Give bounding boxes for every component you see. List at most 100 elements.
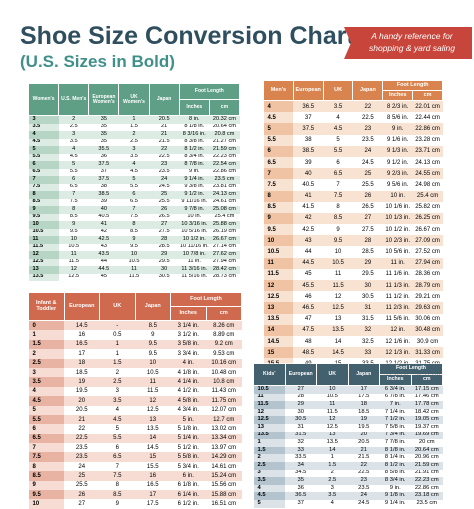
table-row: 13.5 31.5 13 20 7 3/4 in. 19.69 cm	[253, 431, 443, 440]
size-cell: 2.5	[253, 461, 285, 470]
table-cell: 3.5	[328, 492, 337, 499]
table-cell: 9 7/8 in.	[184, 206, 205, 212]
table-cell: 25.4 cm	[214, 213, 235, 220]
table-cell: 1	[115, 341, 119, 348]
table-cell: 6	[132, 191, 136, 197]
size-cell: 14.5	[263, 335, 294, 348]
table-cell: 29.5	[362, 271, 374, 278]
table-cell: 29.21 cm	[415, 293, 440, 300]
size-cell: 8	[263, 190, 294, 202]
table-cell: 1.5	[328, 461, 337, 468]
table-cell: 44	[100, 258, 107, 265]
table-cell: 27.62 cm	[212, 251, 236, 257]
table-cell: 37.5	[302, 125, 315, 132]
table-cell: 20 cm	[418, 439, 435, 446]
table-cell: 20.5	[75, 407, 88, 414]
table-cell: 24.13 cm	[212, 191, 236, 197]
table-cell: 18	[360, 401, 367, 408]
size-cell: 6	[28, 424, 64, 434]
table-cell: 30.5	[295, 416, 307, 423]
column-header: Women's	[27, 83, 60, 116]
table-cell: 19.5	[358, 423, 370, 430]
table-cell: 5.5	[69, 168, 78, 175]
table-cell: 11	[329, 401, 336, 408]
size-cell: 11.5	[28, 243, 59, 251]
subcolumn-header: cm	[410, 374, 443, 386]
table-row: 7.5 40.5 7 25.5 9 5/6 in. 24.98 cm	[263, 179, 443, 191]
table-cell: 29.5	[158, 258, 170, 265]
table-cell: 11.5	[68, 258, 79, 265]
table-cell: 20.32 cm	[212, 115, 236, 122]
table-cell: 38.5	[302, 148, 315, 155]
table-cell: 7.5	[113, 472, 122, 479]
group-header: Foot Length	[379, 363, 443, 375]
table-cell: 6 1/4 in.	[177, 491, 199, 498]
table-cell: 30	[364, 282, 372, 289]
table-cell: 8.5	[69, 213, 78, 220]
table-cell: 28	[161, 236, 168, 242]
table-cell: 8 3/4 in.	[384, 477, 406, 484]
table-cell: 41.5	[302, 204, 315, 211]
table-cell: 6	[115, 444, 119, 451]
size-cell: 13.5	[28, 273, 59, 281]
table-cell: 23.5	[75, 444, 88, 451]
column-header: UK	[99, 292, 136, 321]
table-cell: 4.5	[69, 153, 78, 160]
table-cell: 23.5	[358, 484, 370, 491]
table-cell: 10	[70, 236, 77, 242]
table-cell: 13	[334, 316, 342, 323]
table-row: 9.5 8.5 40.5 7.5 26.5 10 in. 25.4 cm	[28, 213, 240, 221]
table-cell: 5 1/8 in.	[177, 425, 199, 432]
table-cell: 9.5	[148, 341, 157, 348]
header-row: Infant & Toddler European UK Japan Foot Leng…	[28, 292, 242, 321]
table-cell: 36	[297, 484, 304, 491]
table-cell: 37	[100, 168, 107, 175]
women-section: Women's U.S. Men's European Women's UK Wome…	[27, 83, 241, 281]
table-row: 7 6 37.5 5 24 9 1/4 in. 23.5 cm	[28, 176, 240, 184]
table-cell: 23.5 cm	[416, 499, 438, 506]
column-header: European	[63, 292, 100, 321]
table-row: 3 2 35 1 20.5 8 in. 20.32 cm	[28, 115, 240, 124]
table-row: 1.5 16.5 1 9.5 3 5/8 in. 9.2 cm	[28, 339, 242, 350]
table-cell: 10	[334, 249, 342, 256]
table-cell: 22	[360, 461, 367, 468]
table-cell: 14	[334, 338, 342, 345]
table-cell: 9	[336, 226, 340, 233]
table-cell: 33	[297, 446, 304, 453]
table-cell: 8.26 cm	[213, 322, 235, 329]
table-cell: 4	[72, 146, 76, 152]
table-cell: 6	[72, 176, 76, 182]
table-cell: 45.5	[302, 282, 315, 289]
table-cell: 2.5	[130, 138, 138, 145]
table-cell: 8.5	[148, 322, 157, 329]
table-cell: 8 1/2 in.	[184, 146, 205, 152]
table-cell: 30.5	[158, 273, 170, 280]
size-cell: 8.5	[28, 198, 59, 206]
table-cell: 37	[304, 114, 312, 121]
table-row: 3.5 35 2.5 23 8 3/4 in. 22.23 cm	[253, 477, 443, 485]
table-cell: 24.13 cm	[415, 159, 440, 166]
table-cell: 10	[329, 385, 336, 392]
size-cell: 6.5	[263, 156, 294, 169]
table-row: 10.5 9.5 42 8.5 27.5 10 5/16 in. 26.19 cm	[28, 228, 240, 236]
table-cell: 10.5	[128, 258, 140, 265]
column-header: UK	[322, 80, 354, 101]
table-cell: 24	[161, 176, 168, 182]
table-cell: 19.37 cm	[414, 423, 439, 430]
table-cell: 27	[78, 501, 86, 508]
size-cell: 13.5	[263, 313, 294, 325]
table-cell: 28	[297, 393, 304, 400]
size-cell: 4.5	[28, 138, 59, 146]
table-row: 14 47.5 13.5 32 12 in. 30.48 cm	[263, 324, 443, 336]
table-cell: 1.5	[130, 123, 138, 130]
column-header: European Women's	[88, 83, 120, 116]
table-row: 0 14.5 - 8.5 3 1/4 in. 8.26 cm	[28, 320, 242, 331]
table-row: 4 3 35 2 21 8 3/16 in. 20.8 cm	[28, 131, 240, 139]
table-cell: 30.9 cm	[416, 338, 439, 345]
table-cell: 6 in.	[182, 472, 194, 479]
table-cell: 3 5/8 in.	[177, 341, 199, 348]
table-cell: 24	[78, 463, 86, 470]
table-cell: 3 3/4 in.	[177, 350, 199, 357]
size-cell: 4.5	[28, 396, 64, 406]
banner: A handy reference for shopping & yard sa…	[344, 27, 472, 59]
